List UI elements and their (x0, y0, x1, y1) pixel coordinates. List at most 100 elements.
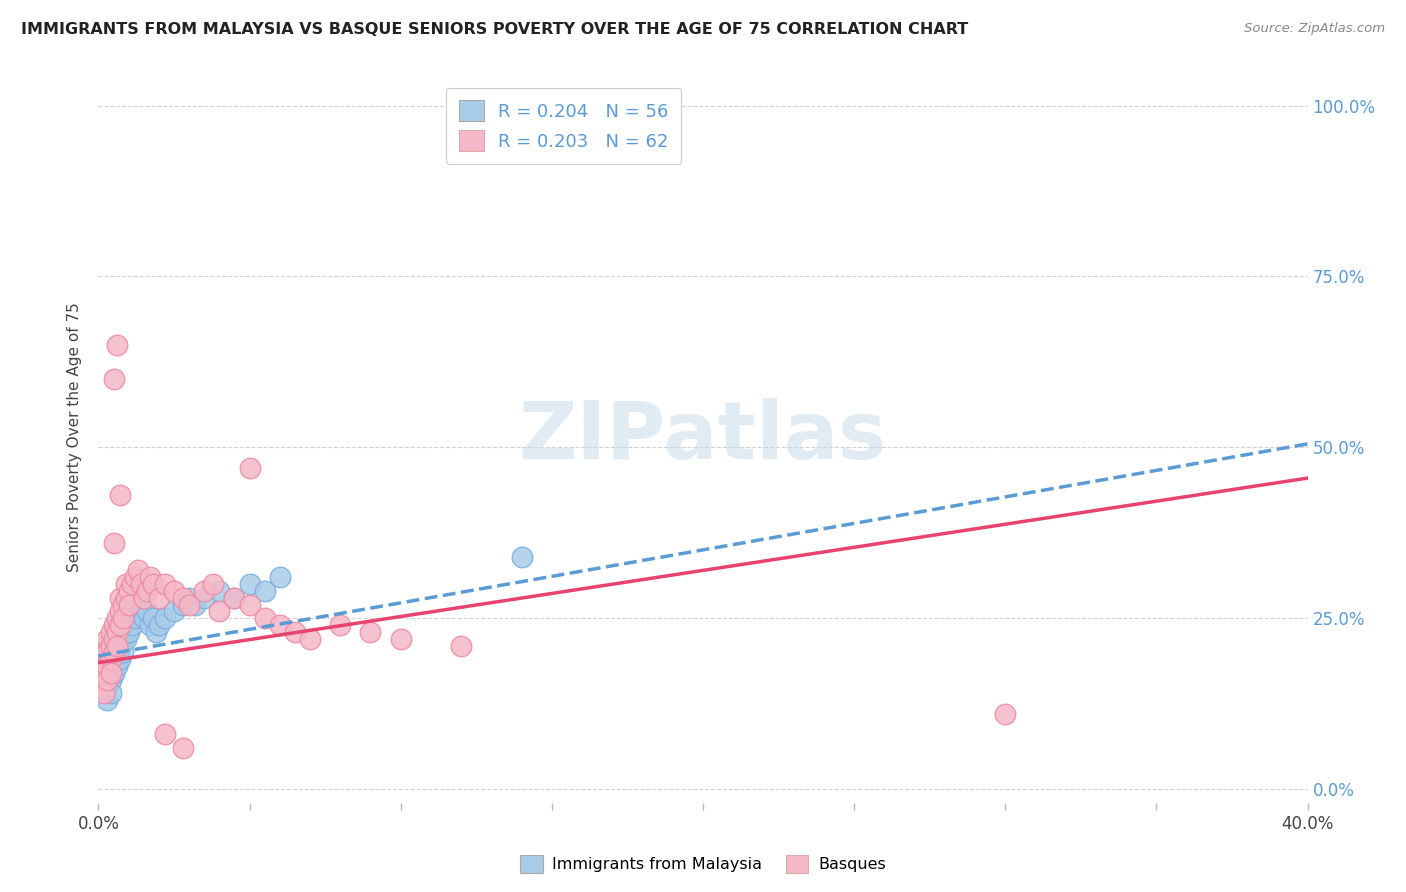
Point (163, 604, 186, 618)
Text: IMMIGRANTS FROM MALAYSIA VS BASQUE SENIORS POVERTY OVER THE AGE OF 75 CORRELATIO: IMMIGRANTS FROM MALAYSIA VS BASQUE SENIO… (21, 22, 969, 37)
Text: Source: ZipAtlas.com: Source: ZipAtlas.com (1244, 22, 1385, 36)
Point (108, 618, 131, 632)
Point (100, 673, 122, 687)
Point (148, 618, 170, 632)
Point (105, 659, 128, 673)
Point (103, 652, 125, 666)
Point (208, 604, 231, 618)
Point (93, 686, 115, 700)
Point (114, 632, 136, 646)
Point (90, 659, 112, 673)
Point (184, 598, 207, 612)
Point (994, 706, 1017, 721)
Point (172, 741, 194, 756)
Point (90, 665, 112, 680)
Point (118, 583, 141, 598)
Point (103, 639, 125, 653)
Point (111, 632, 134, 646)
Point (284, 624, 307, 639)
Point (103, 618, 125, 632)
Point (100, 659, 122, 673)
Point (114, 577, 136, 591)
Point (108, 624, 131, 639)
Point (153, 611, 176, 625)
Point (179, 598, 201, 612)
Point (269, 618, 291, 632)
Point (299, 632, 322, 646)
Point (100, 652, 122, 666)
Point (103, 665, 125, 680)
Point (224, 591, 246, 605)
Legend: Immigrants from Malaysia, Basques: Immigrants from Malaysia, Basques (513, 848, 893, 880)
Point (239, 577, 262, 591)
Point (253, 611, 276, 625)
Point (135, 604, 157, 618)
Point (96, 632, 118, 646)
Point (208, 583, 231, 598)
Point (172, 591, 194, 605)
Point (90, 680, 112, 694)
Point (108, 639, 131, 653)
Point (121, 604, 143, 618)
Point (142, 611, 165, 625)
Point (96, 652, 118, 666)
Point (118, 598, 141, 612)
Point (103, 372, 125, 386)
Point (111, 645, 134, 659)
Point (179, 591, 201, 605)
Point (93, 665, 115, 680)
Point (100, 624, 122, 639)
Point (135, 583, 157, 598)
Point (153, 577, 176, 591)
Point (114, 591, 136, 605)
Point (118, 624, 141, 639)
Point (148, 591, 170, 605)
Point (145, 624, 167, 639)
Point (114, 618, 136, 632)
Point (108, 604, 131, 618)
Point (124, 611, 146, 625)
Point (105, 645, 128, 659)
Point (103, 536, 125, 550)
Point (139, 570, 162, 584)
Point (105, 639, 128, 653)
Point (93, 659, 115, 673)
Point (100, 645, 122, 659)
Point (100, 639, 122, 653)
Point (108, 652, 131, 666)
Point (253, 583, 276, 598)
Point (96, 680, 118, 694)
Point (450, 639, 472, 653)
Point (96, 673, 118, 687)
Point (96, 659, 118, 673)
Point (329, 618, 352, 632)
Point (108, 488, 131, 502)
Point (127, 604, 149, 618)
Point (96, 693, 118, 707)
Point (139, 618, 162, 632)
Point (239, 598, 262, 612)
Point (172, 598, 194, 612)
Point (239, 460, 262, 475)
Point (163, 583, 186, 598)
Point (103, 632, 125, 646)
Point (100, 686, 122, 700)
Point (96, 645, 118, 659)
Point (100, 665, 122, 680)
Point (100, 632, 122, 646)
Point (121, 618, 143, 632)
Point (129, 577, 152, 591)
Point (108, 591, 131, 605)
Point (90, 652, 112, 666)
Point (389, 632, 412, 646)
Point (132, 611, 155, 625)
Legend: R = 0.204   N = 56, R = 0.203   N = 62: R = 0.204 N = 56, R = 0.203 N = 62 (446, 87, 682, 164)
Point (93, 645, 115, 659)
Point (269, 570, 291, 584)
Point (360, 624, 382, 639)
Y-axis label: Seniors Poverty Over the Age of 75: Seniors Poverty Over the Age of 75 (67, 302, 83, 572)
Point (96, 665, 118, 680)
Point (93, 645, 115, 659)
Point (193, 583, 215, 598)
Point (105, 632, 128, 646)
